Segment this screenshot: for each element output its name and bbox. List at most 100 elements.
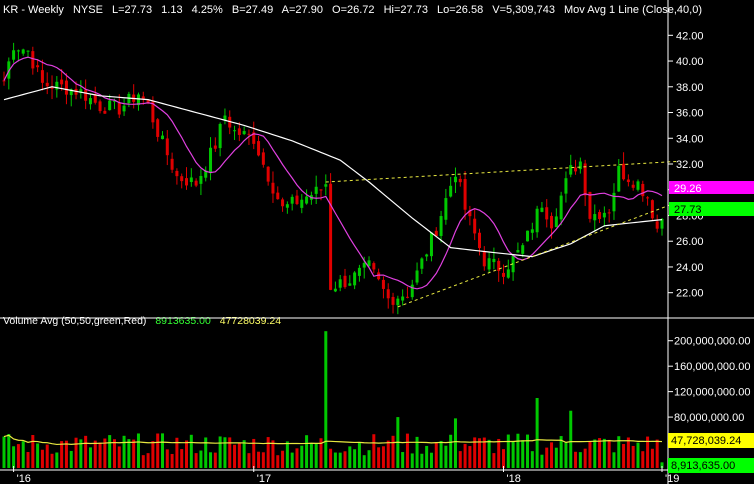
volume-bar bbox=[64, 440, 68, 468]
candle-body bbox=[607, 212, 611, 214]
volume-bar bbox=[305, 435, 309, 468]
volume-bar bbox=[477, 438, 481, 468]
candle-body bbox=[453, 176, 457, 183]
price-tick-label: 38.00 bbox=[676, 82, 704, 94]
candle-body bbox=[26, 50, 30, 52]
candle-body bbox=[497, 260, 501, 271]
header-open: O=26.72 bbox=[332, 4, 375, 16]
candle-body bbox=[367, 260, 371, 267]
price-tick-label: 34.00 bbox=[676, 133, 704, 145]
candle-body bbox=[141, 96, 145, 99]
volume-bar bbox=[79, 439, 83, 468]
header-ask: A=27.90 bbox=[282, 4, 323, 16]
candle-body bbox=[329, 183, 333, 290]
volume-average-line bbox=[3, 434, 663, 446]
volume-bar bbox=[506, 434, 510, 468]
candle-body bbox=[468, 210, 472, 217]
volume-bar bbox=[180, 449, 184, 468]
volume-bar bbox=[357, 442, 361, 468]
volume-tick-label: 80,000,000.00 bbox=[674, 412, 744, 424]
candle-body bbox=[69, 89, 73, 96]
candle-body bbox=[209, 147, 213, 174]
candle-body bbox=[276, 192, 280, 200]
volume-pane bbox=[2, 331, 664, 468]
candle-body bbox=[612, 192, 616, 212]
candle-body bbox=[381, 279, 385, 289]
candle-body bbox=[641, 183, 645, 197]
volume-bar bbox=[7, 434, 11, 468]
candle-body bbox=[564, 178, 568, 194]
candle-body bbox=[545, 207, 549, 220]
last-badge-text: 27.73 bbox=[674, 204, 702, 216]
candle-body bbox=[117, 102, 121, 115]
volume-bar bbox=[103, 438, 107, 468]
candle-body bbox=[372, 263, 376, 270]
candle-body bbox=[660, 218, 664, 229]
candle-body bbox=[583, 163, 587, 196]
candle-body bbox=[502, 272, 506, 277]
volume-tick-label: 160,000,000.00 bbox=[674, 361, 750, 373]
volume-bar bbox=[55, 452, 59, 468]
candle-body bbox=[650, 200, 654, 219]
volume-bar bbox=[12, 446, 16, 468]
volume-bar bbox=[449, 434, 453, 468]
header-low: Lo=26.58 bbox=[437, 4, 483, 16]
candle-body bbox=[386, 289, 390, 299]
candle-body bbox=[146, 100, 150, 104]
volume-bar bbox=[521, 440, 525, 468]
candle-body bbox=[136, 94, 140, 106]
volume-bar bbox=[309, 442, 313, 468]
candle-body bbox=[170, 158, 174, 170]
volume-bar bbox=[98, 442, 102, 468]
candle-body bbox=[271, 182, 275, 194]
volume-header-avg2: 47728039.24 bbox=[220, 315, 281, 327]
long-moving-average-line bbox=[3, 86, 663, 258]
volume-bar bbox=[209, 452, 213, 468]
candle-body bbox=[434, 230, 438, 236]
volume-bar bbox=[588, 440, 592, 468]
candle-body bbox=[554, 216, 558, 228]
volume-bar bbox=[338, 452, 342, 468]
volume-bar bbox=[199, 450, 203, 468]
time-tick-label: '19 bbox=[665, 473, 679, 484]
candle-body bbox=[108, 100, 112, 111]
volume-bar bbox=[112, 439, 116, 468]
volume-bar bbox=[420, 453, 424, 468]
volume-bar bbox=[329, 448, 333, 468]
candle-body bbox=[473, 218, 477, 234]
candle-body bbox=[574, 167, 578, 172]
volume-bar bbox=[314, 443, 318, 468]
volume-bar bbox=[26, 452, 30, 468]
volume-bar bbox=[526, 434, 530, 468]
volume-bar bbox=[60, 441, 64, 468]
header-high: Hi=27.73 bbox=[384, 4, 428, 16]
price-tick-label: 36.00 bbox=[676, 108, 704, 120]
time-tick-label: '18 bbox=[507, 473, 521, 484]
volume-bar bbox=[473, 437, 477, 468]
volume-bar bbox=[2, 436, 6, 468]
candle-body bbox=[492, 258, 496, 263]
candle-body bbox=[16, 50, 20, 52]
candle-body bbox=[112, 100, 116, 102]
price-tick-label: 32.00 bbox=[676, 159, 704, 171]
volume-bar bbox=[151, 441, 155, 468]
candle-body bbox=[353, 272, 357, 286]
volume-bar bbox=[84, 435, 88, 468]
candle-body bbox=[425, 254, 429, 257]
header-change-pct: 4.25% bbox=[192, 4, 223, 16]
volume-bar bbox=[170, 453, 174, 468]
volume-bar bbox=[266, 437, 270, 468]
candle-body bbox=[535, 208, 539, 233]
candle-body bbox=[160, 135, 164, 140]
candle-body bbox=[477, 232, 481, 249]
volume-bar bbox=[372, 434, 376, 468]
header-last: L=27.73 bbox=[112, 4, 152, 16]
volume-bar bbox=[132, 439, 136, 468]
volume-bar bbox=[492, 453, 496, 468]
volume-bar bbox=[540, 454, 544, 468]
volume-bar bbox=[415, 436, 419, 468]
volume-bar bbox=[343, 451, 347, 468]
candle-body bbox=[266, 166, 270, 182]
candle-body bbox=[204, 170, 208, 178]
